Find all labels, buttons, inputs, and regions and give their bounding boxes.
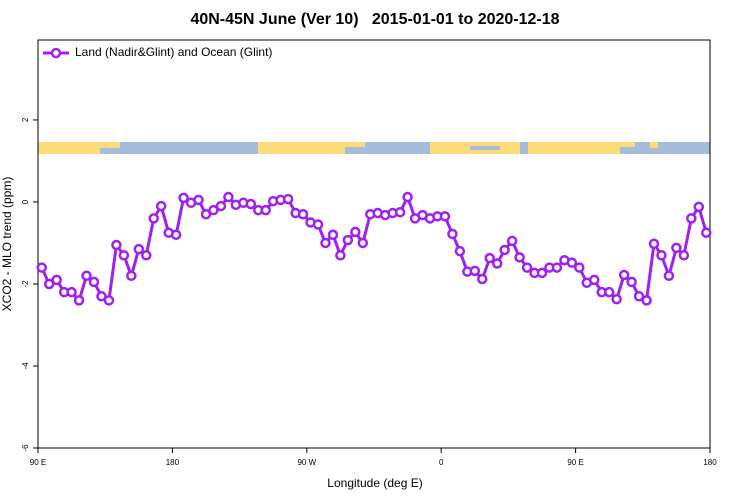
plot-frame: [37, 39, 711, 449]
y-tick-label: 2: [21, 117, 30, 122]
legend-label: Land (Nadir&Glint) and Ocean (Glint): [75, 45, 272, 59]
data-point: [223, 191, 234, 203]
data-point: [141, 250, 152, 261]
data-point: [603, 286, 615, 298]
data-point: [208, 204, 219, 216]
data-point: [36, 262, 47, 273]
data-point: [454, 245, 466, 257]
data-point: [506, 235, 518, 247]
x-axis-label: Longitude (deg E): [327, 476, 422, 490]
data-point: [678, 250, 690, 261]
data-point: [491, 258, 503, 269]
data-point: [170, 229, 182, 241]
data-point: [350, 226, 361, 238]
data-point: [701, 227, 712, 238]
data-point: [327, 229, 339, 241]
y-axis-label: XCO2 - MLO trend (ppm): [0, 177, 14, 312]
data-point: [447, 228, 458, 240]
data-point: [574, 262, 585, 273]
data-point: [193, 194, 204, 206]
data-point: [499, 244, 510, 256]
data-point: [566, 257, 578, 268]
data-point: [282, 193, 294, 205]
data-point: [66, 286, 77, 298]
data-point: [536, 267, 548, 279]
data-point: [439, 211, 451, 222]
data-point: [394, 206, 406, 218]
data-point: [297, 209, 309, 220]
data-point: [312, 219, 324, 230]
legend-marker: [50, 47, 62, 59]
x-tick-label: 90 W: [297, 458, 316, 467]
data-point: [626, 276, 637, 288]
data-point: [693, 201, 705, 213]
data-point: [133, 243, 145, 255]
data-point: [178, 192, 189, 204]
data-point: [126, 270, 137, 282]
data-point: [260, 204, 271, 216]
data-point: [477, 273, 488, 285]
data-point: [469, 265, 481, 277]
data-point: [671, 242, 682, 254]
data-point: [320, 237, 331, 249]
data-point: [521, 262, 533, 273]
data-point: [357, 237, 369, 249]
data-point: [402, 191, 413, 203]
data-point: [81, 270, 92, 282]
y-tick-label: -4: [21, 362, 30, 370]
data-point: [215, 200, 227, 212]
data-point: [514, 252, 525, 263]
data-point: [663, 270, 675, 282]
data-point: [245, 198, 257, 210]
x-tick-label: 90 E: [30, 458, 46, 467]
data-point: [118, 250, 130, 261]
data-point: [103, 295, 115, 306]
data-point: [73, 295, 85, 306]
data-point: [611, 293, 622, 305]
data-point: [551, 262, 563, 273]
data-point: [43, 278, 55, 290]
x-tick-label: 0: [439, 458, 444, 467]
x-tick-label: 180: [166, 458, 180, 467]
data-point: [96, 291, 107, 302]
data-point: [484, 252, 495, 264]
data-point: [633, 291, 645, 302]
chart-title: 40N-45N June (Ver 10) 2015-01-01 to 2020…: [190, 11, 559, 28]
x-tick-label: 180: [703, 458, 717, 467]
data-point: [686, 213, 697, 224]
data-point: [51, 274, 62, 286]
land-ocean-strip: [38, 142, 710, 154]
y-tick-label: -2: [21, 280, 30, 288]
x-tick-label: 90 E: [567, 458, 583, 467]
data-point: [148, 213, 159, 224]
data-point: [111, 239, 122, 251]
y-tick-label: -6: [21, 444, 30, 452]
data-point: [88, 276, 100, 288]
data-point: [656, 250, 667, 261]
data-point: [641, 295, 652, 306]
data-point: [648, 238, 660, 250]
data-point: [589, 274, 600, 286]
y-tick-label: 0: [21, 199, 30, 204]
data-point: [342, 234, 354, 246]
data-point: [200, 209, 212, 220]
data-point: [618, 269, 630, 281]
data-point: [335, 250, 346, 261]
data-point: [155, 200, 167, 212]
